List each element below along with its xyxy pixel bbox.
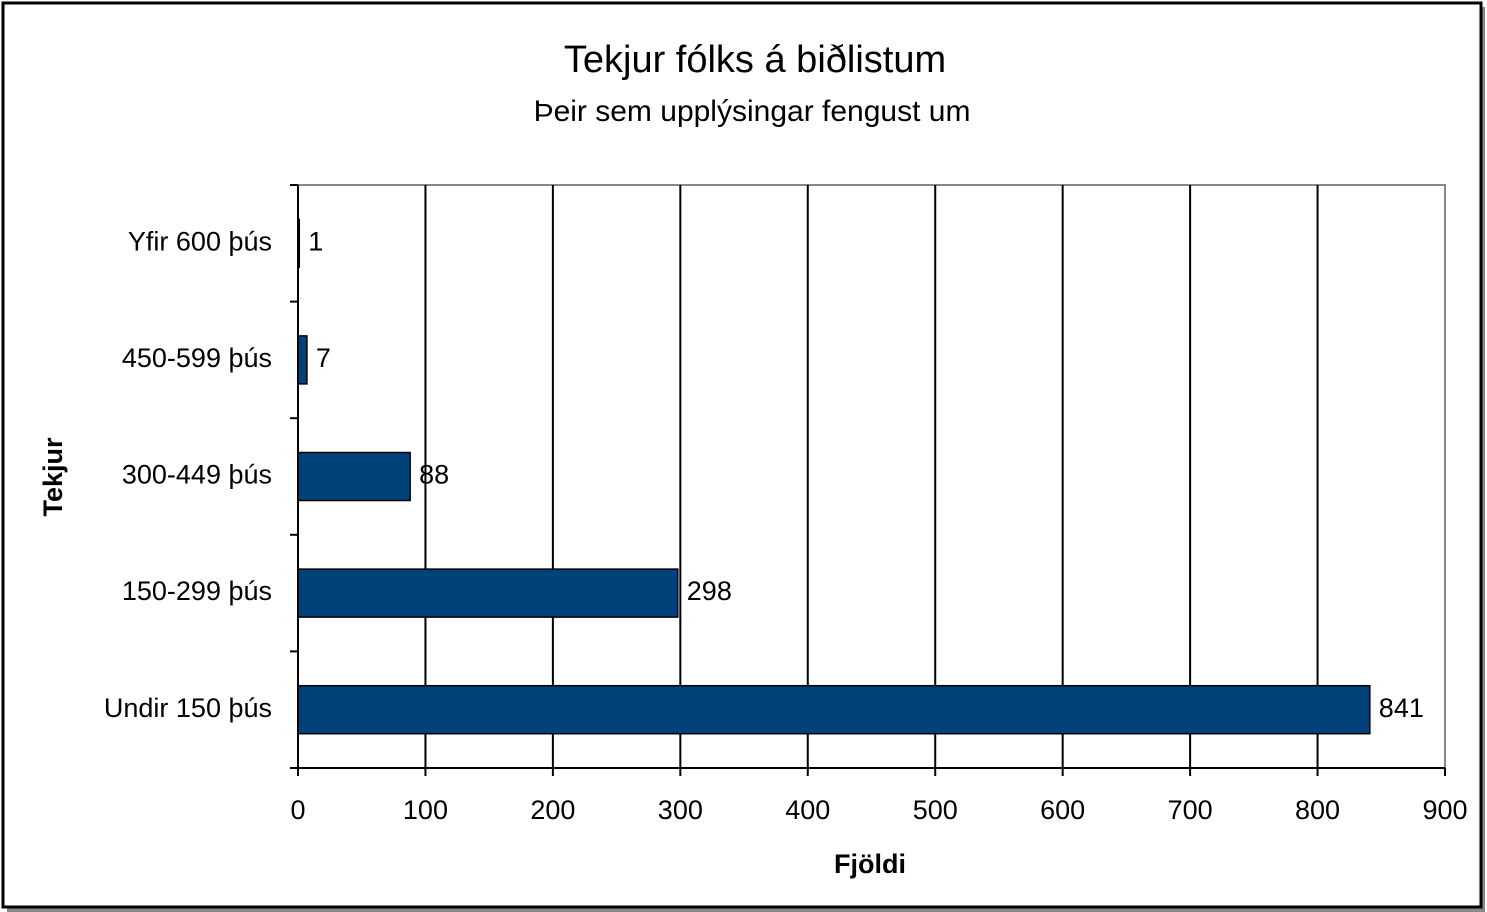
data-label: 7 <box>316 343 331 373</box>
x-axis-label: Fjöldi <box>834 849 906 879</box>
x-tick-label: 400 <box>785 795 830 825</box>
chart-subtitle: Þeir sem upplýsingar fengust um <box>534 95 971 128</box>
bar <box>297 335 308 385</box>
y-tick-label: 300-449 þús <box>122 460 272 490</box>
chart-title: Tekjur fólks á biðlistum <box>564 39 946 81</box>
y-tick-label: Yfir 600 þús <box>128 226 272 256</box>
x-tick-label: 100 <box>403 795 448 825</box>
x-tick-label: 0 <box>290 795 305 825</box>
data-label: 88 <box>419 460 449 490</box>
data-label: 1 <box>308 226 323 256</box>
bar <box>297 684 1371 735</box>
y-tick-label: 450-599 þús <box>122 343 272 373</box>
y-tick-label: 150-299 þús <box>122 576 272 606</box>
bar <box>297 568 679 618</box>
x-tick-label: 800 <box>1295 795 1340 825</box>
y-tick-label: Undir 150 þús <box>104 693 272 723</box>
data-label: 841 <box>1379 693 1424 723</box>
bar <box>297 218 301 269</box>
x-tick-label: 200 <box>530 795 575 825</box>
data-label: 298 <box>687 576 732 606</box>
y-axis-label: Tekjur <box>38 437 68 517</box>
x-tick-label: 900 <box>1422 795 1467 825</box>
x-tick-label: 600 <box>1040 795 1085 825</box>
x-tick-label: 500 <box>913 795 958 825</box>
x-tick-label: 300 <box>658 795 703 825</box>
bar <box>297 451 411 502</box>
x-tick-label: 700 <box>1168 795 1213 825</box>
